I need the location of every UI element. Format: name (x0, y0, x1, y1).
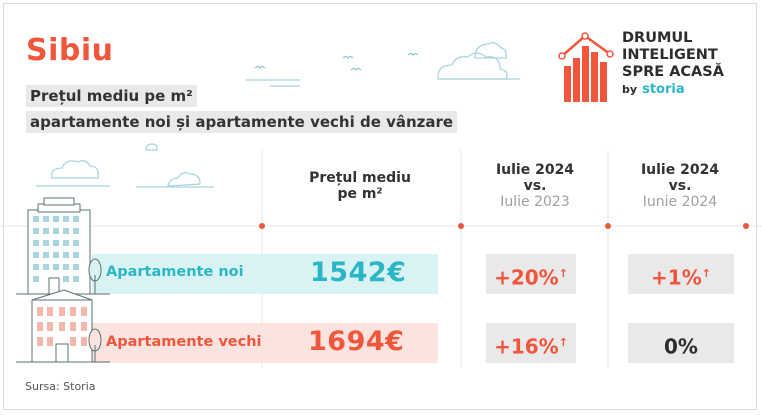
row-label-old: Apartamente vechi (106, 334, 262, 350)
bird-icon (407, 52, 419, 57)
row-label-new: Apartamente noi (106, 264, 244, 280)
brand-line-3: SPRE ACASĂ (622, 64, 724, 80)
brand-by: by (622, 83, 638, 96)
bird-icon (254, 65, 266, 70)
cloud-icon (51, 160, 99, 179)
yoy-column-header: Iulie 2024 vs. Iulie 2023 (495, 162, 575, 210)
cloud-icon (474, 42, 507, 59)
brand-line-1: DRUMUL (622, 30, 693, 46)
bird-icon (342, 55, 354, 60)
up-arrow-icon: ↑ (558, 336, 568, 349)
logo-bars-icon (558, 32, 614, 102)
old-building-icon (31, 289, 93, 363)
tower-building-icon (27, 197, 91, 295)
cloud-icon (145, 143, 158, 151)
price-old: 1694€ (308, 326, 405, 357)
brand-line-2: INTELIGENT (622, 47, 718, 63)
mom-change-new: +1%↑ (628, 254, 734, 294)
infographic-frame (3, 3, 757, 410)
brand-name: storia (642, 82, 685, 97)
source-note: Sursa: Storia (25, 380, 96, 393)
up-arrow-icon: ↑ (558, 267, 568, 280)
cloud-icon (437, 52, 508, 80)
yoy-change-new: +20%↑ (486, 254, 576, 294)
mom-column-header: Iulie 2024 vs. Iunie 2024 (640, 162, 720, 210)
city-title: Sibiu (26, 33, 114, 68)
price-new: 1542€ (310, 257, 407, 288)
price-column-header: Prețul mediu pe m² (309, 170, 411, 202)
tree-icon (88, 328, 102, 362)
cloud-icon (167, 172, 201, 187)
bird-icon (350, 67, 362, 72)
brand-logo-text: DRUMUL INTELIGENT SPRE ACASĂ by storia (622, 30, 724, 98)
subtitle-line-2: apartamente noi și apartamente vechi de … (26, 111, 458, 133)
subtitle-line-1: Prețul mediu pe m² (26, 85, 197, 107)
mom-change-old: 0% (628, 323, 734, 363)
up-arrow-icon: ↑ (701, 267, 711, 280)
yoy-change-old: +16%↑ (486, 323, 576, 363)
tree-icon (88, 258, 102, 294)
